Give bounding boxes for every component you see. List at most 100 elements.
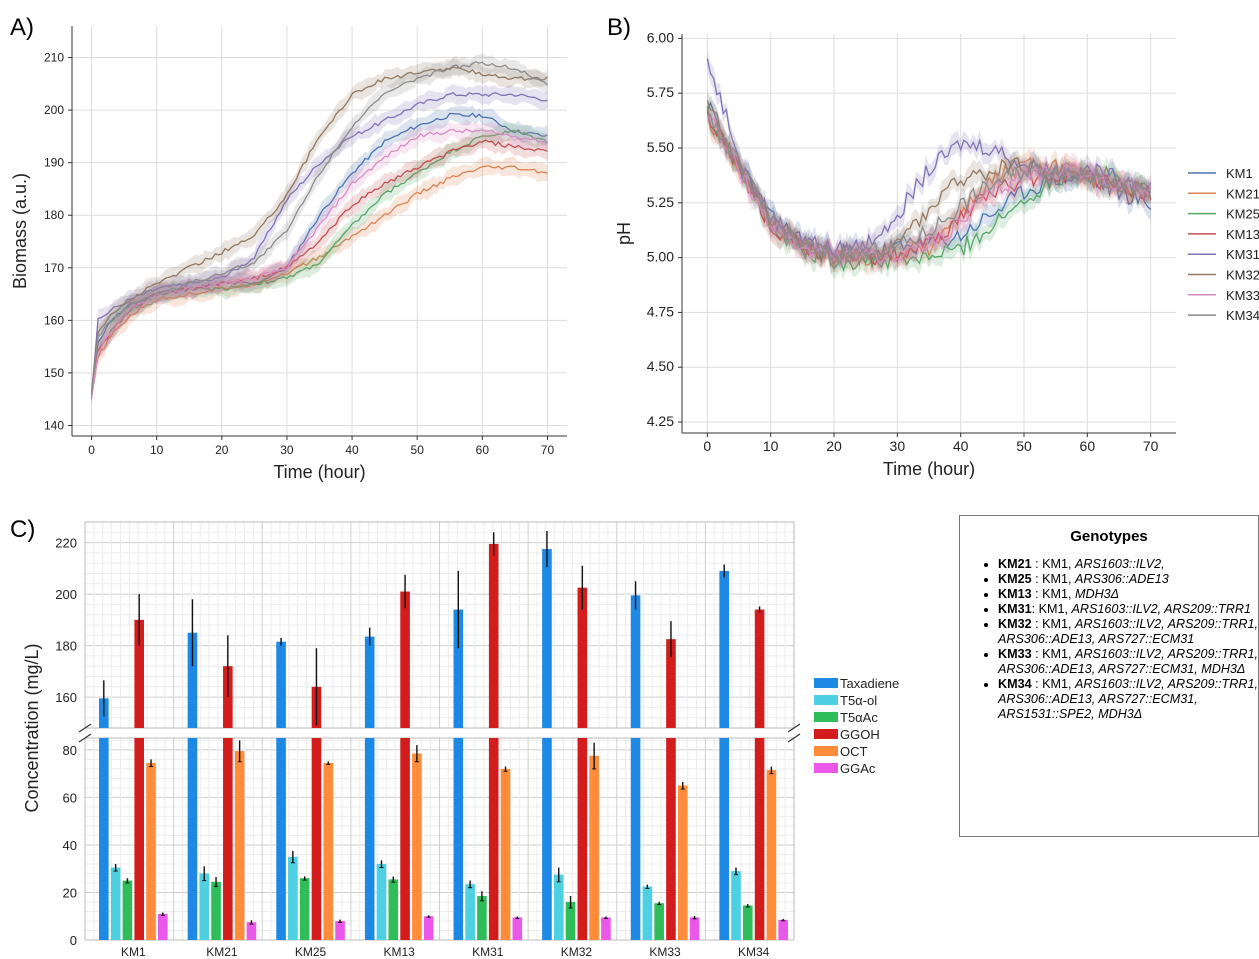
bar-taxadiene-lower [453, 738, 464, 940]
y-axis-label: pH [614, 222, 634, 245]
genotype-base: KM1, [1042, 587, 1075, 601]
genotype-strain: KM13 [998, 587, 1032, 601]
genotypes-title: Genotypes [1070, 528, 1148, 545]
bar-taxadiene [453, 609, 464, 728]
bar-t5α-ol [110, 867, 121, 940]
legend-label-t5α-ol: T5α-ol [840, 693, 877, 708]
legend-label-km1: KM1 [1226, 166, 1253, 181]
legend-label-oct: OCT [840, 744, 868, 759]
legend-swatch-ggoh [814, 729, 838, 739]
bar-oct [412, 753, 422, 940]
series-line-km33 [706, 115, 1152, 264]
panel-label-a: A) [10, 14, 34, 41]
y-tick-label: 4.50 [647, 358, 674, 374]
bar-t5α-ol [199, 873, 210, 940]
legend-label-km21: KM21 [1226, 186, 1259, 201]
concentration-bar-chart: 160 180 200 220 0 20 40 60 80 Concentration (mg/L… [22, 521, 801, 959]
x-tick-label: 20 [826, 438, 842, 454]
legend-swatch-t5α-ol [814, 695, 838, 705]
bar-ggac [246, 922, 257, 940]
series-line-km21 [90, 165, 548, 395]
y-tick-label: 60 [63, 790, 77, 805]
genotype-strain: KM34 [998, 677, 1032, 691]
genotype-base: KM1, [1042, 557, 1075, 571]
x-tick-label: 50 [411, 443, 425, 457]
x-tick-label: KM31 [472, 945, 504, 959]
y-tick-label: 210 [44, 51, 64, 65]
bar-taxadiene [719, 570, 729, 728]
series-band-km25 [707, 96, 1151, 281]
genotype-separator: : [1031, 617, 1043, 631]
genotype-base: KM1, [1042, 617, 1075, 631]
y-tick-label: 190 [44, 156, 64, 170]
series-line-km25 [90, 129, 548, 395]
bar-ggac [423, 916, 434, 940]
bar-taxadiene [276, 641, 286, 728]
y-tick-label: 180 [55, 639, 77, 654]
bar-oct [323, 762, 334, 940]
bar-ggoh [488, 543, 499, 728]
bar-ggoh-lower [488, 738, 499, 940]
y-tick-label: 180 [44, 208, 64, 222]
bar-oct [766, 770, 777, 940]
bar-t5αac [122, 880, 133, 940]
x-tick-label: KM21 [206, 945, 238, 959]
y-tick-label: 200 [55, 587, 77, 602]
bar-ggoh-lower [577, 738, 588, 940]
x-tick-label: 70 [541, 443, 555, 457]
bar-t5α-ol [376, 863, 387, 940]
y-tick-label: 0 [70, 933, 77, 948]
x-axis-label: Time (hour) [273, 462, 365, 482]
genotypes-list: KM21 : KM1, ARS1603::ILV2,KM25 : KM1, AR… [960, 557, 1258, 722]
y-tick-label: 40 [63, 838, 77, 853]
y-axis-label: Biomass (a.u.) [10, 173, 30, 289]
bar-ggoh [754, 609, 765, 728]
x-tick-label: 20 [215, 443, 229, 457]
product-legend: Taxadiene T5α-ol T5αAc GGOH OCT GGAc [814, 676, 899, 776]
bar-ggac [512, 917, 523, 940]
x-tick-label: 40 [953, 438, 969, 454]
bar-t5αac [742, 905, 753, 940]
x-tick-label: 50 [1016, 438, 1032, 454]
bar-ggoh [666, 639, 676, 728]
genotype-item: KM21 : KM1, ARS1603::ILV2, [998, 557, 1258, 572]
axis-break-mark [787, 723, 801, 733]
bar-ggoh-lower [666, 738, 676, 940]
genotype-item: KM33 : KM1, ARS1603::ILV2, ARS209::TRR1,… [998, 647, 1258, 677]
bar-ggac [335, 920, 345, 940]
series-line-km32 [90, 66, 548, 392]
bar-t5αac [477, 896, 487, 940]
x-tick-label: 30 [890, 438, 906, 454]
y-tick-label: 140 [44, 418, 64, 432]
axis-break-mark [78, 733, 92, 743]
genotype-item: KM34 : KM1, ARS1603::ILV2, ARS209::TRR1,… [998, 677, 1258, 722]
genotype-separator: : [1031, 587, 1043, 601]
bar-t5α-ol [465, 884, 475, 940]
y-tick-label: 5.00 [647, 249, 674, 265]
legend-label-km25: KM25 [1226, 207, 1259, 222]
bar-taxadiene-lower [99, 738, 109, 940]
y-tick-label: 150 [44, 366, 64, 380]
bar-t5α-ol [731, 871, 741, 940]
x-tick-label: KM33 [649, 945, 681, 959]
bar-t5α-ol [553, 874, 564, 940]
ph-line-chart: 0 10 20 30 40 50 60 70 4.25 4.50 4.75 5.00 5.25 5.50 5… [614, 29, 1176, 479]
bar-ggoh [400, 591, 410, 728]
x-axis-label: Time (hour) [883, 459, 975, 479]
bar-taxadiene-lower [187, 738, 198, 940]
x-tick-label: 70 [1143, 438, 1159, 454]
x-tick-label: 10 [763, 438, 779, 454]
bar-t5α-ol [288, 856, 298, 940]
y-tick-label: 20 [63, 885, 77, 900]
legend-label-taxadiene: Taxadiene [840, 676, 899, 691]
y-tick-label: 80 [63, 743, 77, 758]
bar-oct [677, 785, 688, 940]
genotype-base: KM1, [1038, 602, 1072, 616]
panel-label-b: B) [607, 14, 631, 41]
y-tick-label: 6.00 [647, 29, 674, 45]
y-tick-label: 4.75 [647, 303, 674, 319]
genotype-item: KM13 : KM1, MDH3Δ [998, 587, 1258, 602]
y-tick-label: 5.50 [647, 139, 674, 155]
x-tick-label: KM34 [738, 945, 770, 959]
genotype-modifications: ARS1603::ILV2, ARS209::TRR1, ARS306::ADE… [998, 647, 1258, 676]
